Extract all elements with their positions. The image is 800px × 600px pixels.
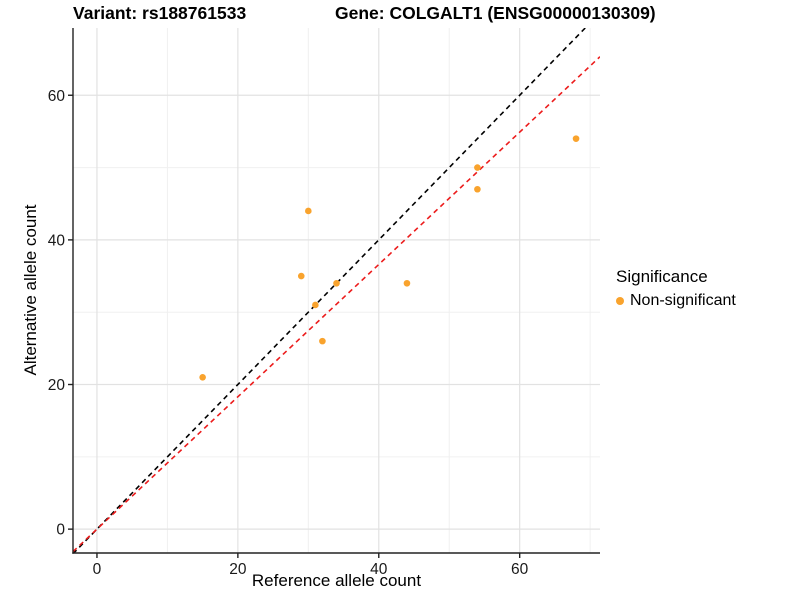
x-tick-label: 40 [370,561,388,578]
variant-title: Variant: rs188761533 [73,3,247,23]
reference-lines-group [73,28,600,553]
y-tick-label: 60 [48,88,66,105]
x-axis-title: Reference allele count [251,571,422,590]
data-point [305,207,312,215]
data-point [474,185,481,193]
data-point [403,279,411,287]
y-axis-title: Alternative allele count [21,204,40,376]
data-point [199,373,206,381]
legend: Significance Non-significant [616,267,736,310]
x-tick-label: 60 [511,561,529,578]
y-tick-label: 0 [56,522,65,539]
legend-title: Significance [616,267,708,286]
gene-title: Gene: COLGALT1 (ENSG00000130309) [335,3,656,23]
fit-line [73,56,600,553]
data-point [572,135,580,142]
x-tick-label: 20 [229,561,247,578]
legend-item-label: Non-significant [630,292,736,309]
data-point [312,301,319,309]
y-tick-label: 20 [48,377,66,394]
data-point [333,279,340,287]
x-tick-label: 0 [93,561,102,578]
data-point [474,164,481,171]
data-point [319,337,326,345]
legend-item: Non-significant [616,292,736,310]
y-tick-label: 40 [48,232,66,249]
data-point [297,272,305,280]
legend-point-icon [616,297,624,305]
